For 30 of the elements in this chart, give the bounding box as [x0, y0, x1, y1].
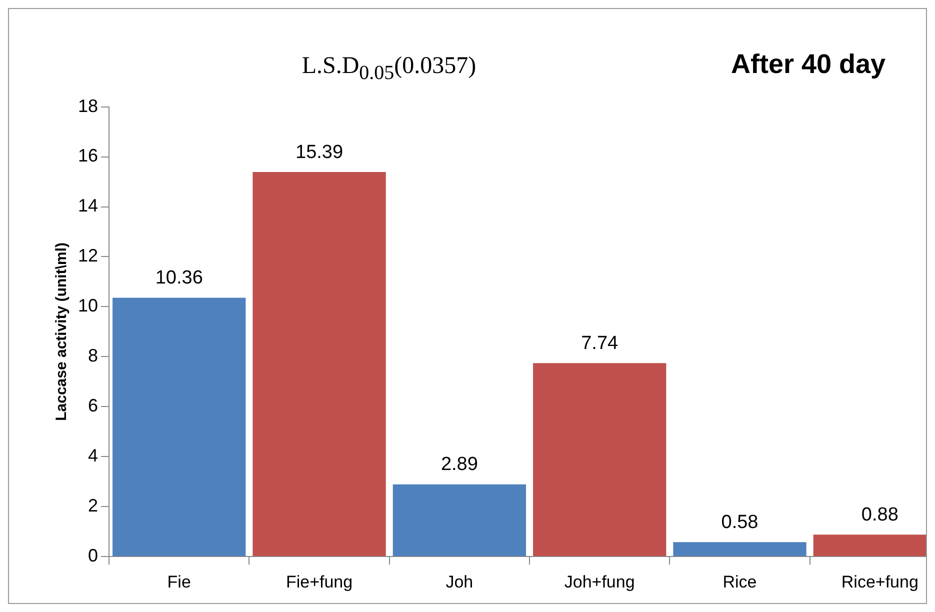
data-label: 0.88	[861, 504, 898, 526]
chart-subtitle: After 40 day	[731, 49, 886, 80]
y-tick-label: 12	[78, 246, 98, 266]
data-label: 15.39	[295, 142, 344, 163]
y-tick-label: 0	[88, 546, 98, 566]
y-tick-label: 18	[78, 96, 98, 116]
x-tick-label: Rice	[722, 572, 757, 592]
chart-title: L.S.D$_{0.05}$(0.0357)	[300, 53, 478, 85]
y-axis-title: Laccase activity (unit\ml)	[53, 242, 70, 421]
bar	[392, 484, 526, 556]
x-tick-label: Joh	[446, 572, 474, 592]
x-tick-label: Rice+fung	[841, 572, 918, 592]
data-label: 10.36	[155, 267, 203, 288]
data-label: 0.58	[721, 512, 758, 533]
y-tick-label: 6	[88, 396, 98, 416]
bar	[533, 363, 666, 556]
y-tick-label: 4	[88, 446, 98, 466]
y-tick-label: 10	[78, 296, 98, 316]
data-label: 7.74	[581, 332, 619, 354]
y-tick-label: 8	[88, 346, 98, 366]
bar	[673, 542, 806, 556]
y-tick-label: 14	[78, 196, 98, 216]
x-tick-label: Fie	[167, 572, 191, 592]
data-label: 2.89	[440, 454, 478, 476]
bar	[112, 298, 246, 556]
y-tick-label: 2	[88, 496, 98, 516]
bar	[252, 172, 386, 556]
x-tick-label: Fie+fung	[286, 572, 353, 592]
y-tick-label: 16	[78, 146, 98, 166]
x-tick-label: Joh+fung	[564, 572, 635, 592]
